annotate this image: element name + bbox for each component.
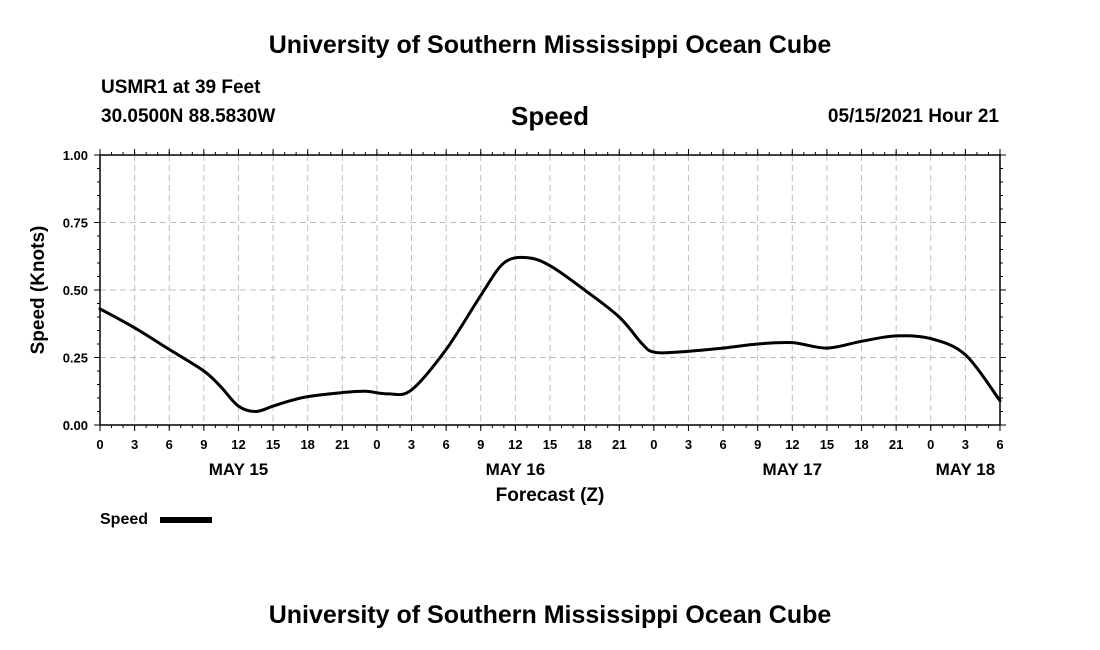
x-tick-label: 6: [166, 437, 173, 452]
x-axis-title: Forecast (Z): [496, 485, 605, 506]
x-tick-label: 0: [96, 437, 103, 452]
y-axis-title: Speed (Knots): [28, 226, 49, 355]
x-tick-label: 18: [300, 437, 314, 452]
x-tick-label: 6: [996, 437, 1003, 452]
forecast-datetime: 05/15/2021 Hour 21: [827, 106, 999, 127]
chart-title: Speed: [510, 101, 590, 131]
x-tick-label: 6: [443, 437, 450, 452]
speed-series-line: [98, 255, 1002, 413]
x-tick-label: 15: [820, 437, 834, 452]
x-tick-label: 9: [477, 437, 484, 452]
x-tick-label: 3: [962, 437, 969, 452]
x-tick-label: 21: [889, 437, 903, 452]
y-tick-label: 0.25: [63, 351, 88, 366]
x-tick-label: 9: [200, 437, 207, 452]
grid-lines: [100, 155, 1000, 425]
x-tick-label: 0: [373, 437, 380, 452]
ticks: [94, 149, 1006, 431]
footer-title: University of Southern Mississippi Ocean…: [268, 601, 832, 629]
x-tick-label: 15: [266, 437, 280, 452]
date-label: MAY 15: [209, 460, 269, 479]
date-label: MAY 18: [936, 460, 996, 479]
coordinates-label: 30.0500N 88.5830W: [101, 106, 276, 127]
series: [98, 255, 1002, 413]
y-tick-label: 1.00: [63, 148, 88, 163]
x-tick-label: 6: [719, 437, 726, 452]
x-tick-label: 18: [577, 437, 591, 452]
axis-labels: 0.00 0.25 0.50 0.75 1.00 0 3 6 9 12 15 18 21 0 3 6 9 12 15…: [28, 148, 1004, 506]
x-tick-label: 15: [543, 437, 557, 452]
x-tick-label: 12: [785, 437, 799, 452]
x-tick-label: 12: [508, 437, 522, 452]
x-tick-label: 3: [408, 437, 415, 452]
legend-label: Speed: [100, 511, 148, 528]
page-title: University of Southern Mississippi Ocean…: [268, 31, 832, 59]
y-tick-label: 0.00: [63, 418, 88, 433]
x-tick-label: 12: [231, 437, 245, 452]
x-tick-label: 21: [335, 437, 349, 452]
x-tick-label: 0: [650, 437, 657, 452]
x-tick-label: 9: [754, 437, 761, 452]
station-label: USMR1 at 39 Feet: [101, 77, 261, 98]
x-tick-label: 0: [927, 437, 934, 452]
x-tick-label: 3: [685, 437, 692, 452]
legend: Speed: [100, 511, 212, 528]
y-tick-label: 0.75: [63, 216, 88, 231]
x-tick-label: 18: [854, 437, 868, 452]
date-label: MAY 17: [763, 460, 823, 479]
x-tick-label: 21: [612, 437, 626, 452]
y-tick-label: 0.50: [63, 283, 88, 298]
x-tick-label: 3: [131, 437, 138, 452]
date-label: MAY 16: [486, 460, 546, 479]
